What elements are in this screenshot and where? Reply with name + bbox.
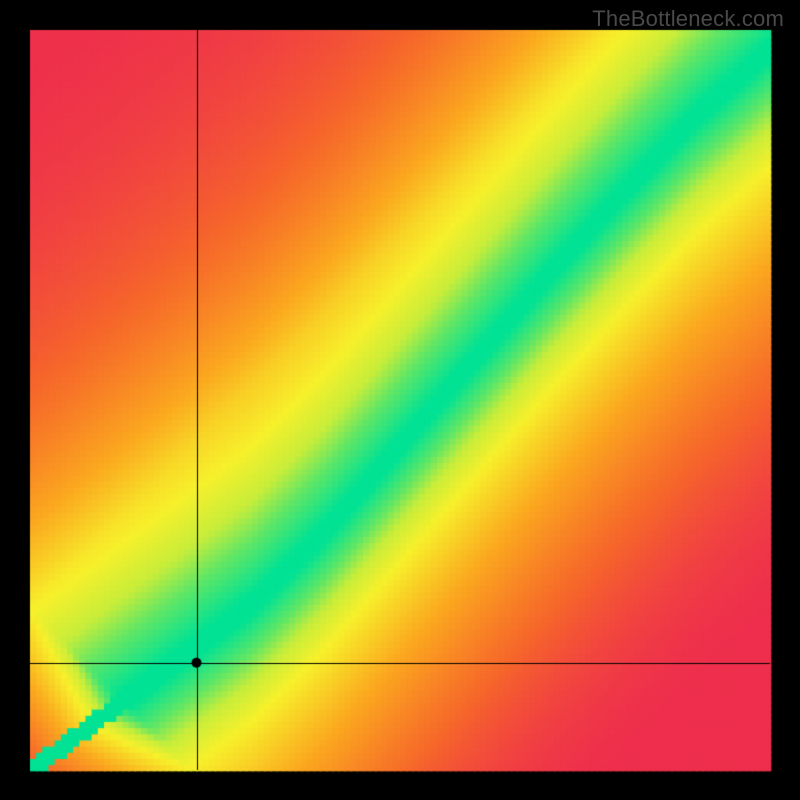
bottleneck-heatmap-canvas [0,0,800,800]
